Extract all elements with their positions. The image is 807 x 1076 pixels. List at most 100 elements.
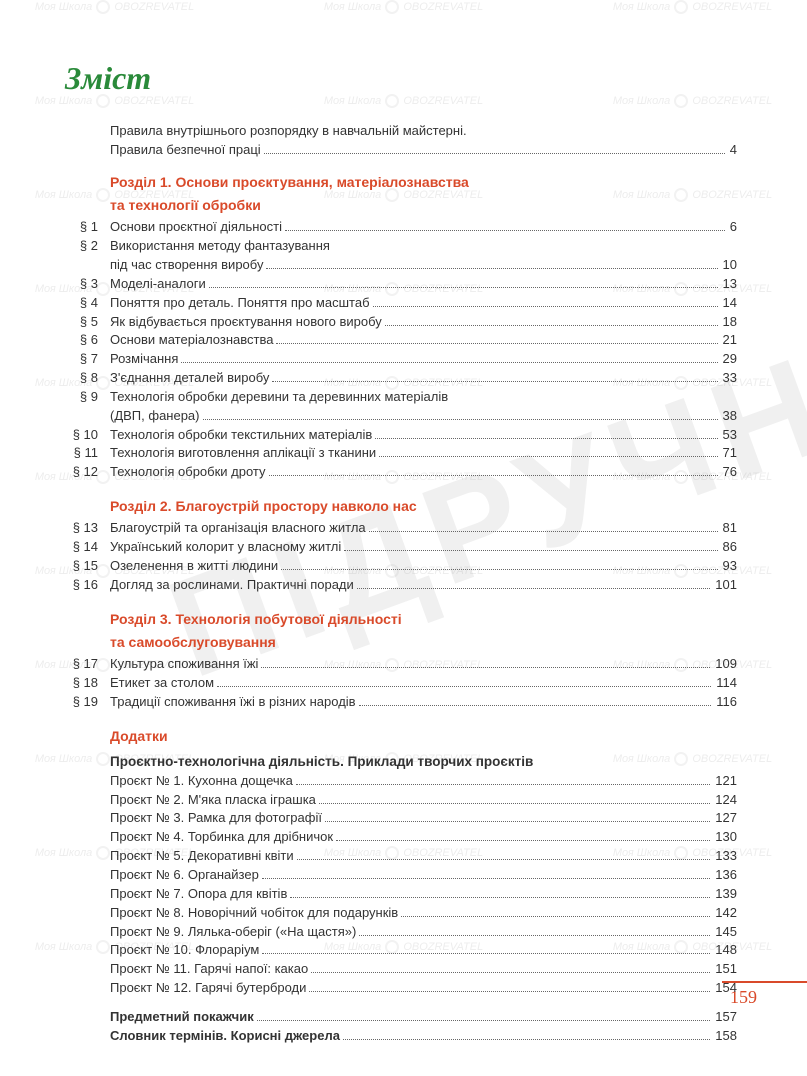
toc-page: 53 (721, 426, 737, 445)
toc-row: Проєкт № 9. Лялька-оберіг («На щастя») 1… (65, 923, 737, 942)
toc-row: Проєкт № 6. Органайзер 136 (65, 866, 737, 885)
section2-title: Розділ 2. Благоустрій простору навколо н… (110, 496, 737, 516)
dots (276, 343, 717, 344)
dots (285, 230, 725, 231)
dots (319, 803, 710, 804)
toc-label: Проєкт № 3. Рамка для фотографії (110, 809, 322, 828)
section3-title-l2: та самообслуговування (110, 632, 737, 652)
intro-block: Правила внутрішнього розпорядку в навчал… (110, 122, 737, 160)
toc-page: 38 (721, 407, 737, 426)
toc-label: Основи проєктної діяльності (110, 218, 282, 237)
toc-page: 86 (721, 538, 737, 557)
appendix-title: Додатки (110, 726, 737, 746)
toc-row: § 17 Культура споживання їжі 109 (65, 655, 737, 674)
paragraph-num: § 12 (65, 463, 110, 482)
section1-title-l1: Розділ 1. Основи проєктування, матеріало… (110, 172, 737, 192)
toc-label: Технологія обробки деревини та деревинни… (110, 388, 448, 407)
toc-label: Благоустрій та організація власного житл… (110, 519, 366, 538)
toc-page: 148 (713, 941, 737, 960)
dots (401, 916, 710, 917)
toc-page: 6 (728, 218, 737, 237)
dots (203, 419, 718, 420)
toc-row: § 14 Український колорит у власному житл… (65, 538, 737, 557)
toc-row: Проєкт № 1. Кухонна дощечка 121 (65, 772, 737, 791)
paragraph-num: § 1 (65, 218, 110, 237)
table-of-contents: Правила внутрішнього розпорядку в навчал… (65, 122, 737, 1046)
footer-row: Словник термінів. Корисні джерела 158 (65, 1027, 737, 1046)
intro-line1: Правила внутрішнього розпорядку в навчал… (110, 122, 737, 141)
dots (257, 1020, 711, 1021)
dots (290, 897, 710, 898)
toc-label: Моделі-аналоги (110, 275, 206, 294)
toc-row-cont: (ДВП, фанера) 38 (65, 407, 737, 426)
toc-page: 114 (714, 674, 737, 693)
toc-page: 29 (721, 350, 737, 369)
toc-row: § 4 Поняття про деталь. Поняття про масш… (65, 294, 737, 313)
toc-label: Проєкт № 9. Лялька-оберіг («На щастя») (110, 923, 356, 942)
dots (217, 686, 711, 687)
toc-page: 13 (721, 275, 737, 294)
dots (343, 1039, 710, 1040)
footer-page: 157 (713, 1008, 737, 1027)
toc-label: Проєкт № 7. Опора для квітів (110, 885, 287, 904)
toc-label: Технологія обробки текстильних матеріалі… (110, 426, 372, 445)
dots (379, 456, 717, 457)
toc-row: Проєкт № 7. Опора для квітів 139 (65, 885, 737, 904)
intro-line2: Правила безпечної праці (110, 141, 261, 160)
toc-row: § 9 Технологія обробки деревини та дерев… (65, 388, 737, 407)
toc-row: § 16 Догляд за рослинами. Практичні пора… (65, 576, 737, 595)
paragraph-num: § 17 (65, 655, 110, 674)
toc-page: 116 (714, 693, 737, 712)
toc-row: Проєкт № 2. М'яка пласка іграшка 124 (65, 791, 737, 810)
toc-page: 136 (713, 866, 737, 885)
toc-page: 10 (721, 256, 737, 275)
toc-page: 154 (713, 979, 737, 998)
toc-row: Проєкт № 5. Декоративні квіти 133 (65, 847, 737, 866)
paragraph-num: § 19 (65, 693, 110, 712)
toc-page: 76 (721, 463, 737, 482)
section3-title-l1: Розділ 3. Технологія побутової діяльност… (110, 609, 737, 629)
paragraph-num: § 6 (65, 331, 110, 350)
toc-label: Проєкт № 1. Кухонна дощечка (110, 772, 293, 791)
dots (266, 268, 717, 269)
dots (375, 438, 717, 439)
dots (181, 362, 717, 363)
toc-row: § 8 З'єднання деталей виробу 33 (65, 369, 737, 388)
toc-page: 151 (713, 960, 737, 979)
paragraph-num: § 3 (65, 275, 110, 294)
toc-row: § 12 Технологія обробки дроту 76 (65, 463, 737, 482)
dots (296, 784, 710, 785)
toc-label: Проєкт № 5. Декоративні квіти (110, 847, 294, 866)
toc-page: 93 (721, 557, 737, 576)
paragraph-num: § 2 (65, 237, 110, 256)
dots (311, 972, 710, 973)
toc-row: § 3 Моделі-аналоги 13 (65, 275, 737, 294)
toc-label: Проєкт № 10. Флораріум (110, 941, 259, 960)
dots (297, 859, 711, 860)
toc-page: 127 (713, 809, 737, 828)
dots (281, 569, 717, 570)
toc-label: Проєкт № 4. Торбинка для дрібничок (110, 828, 333, 847)
dots (209, 287, 718, 288)
toc-page: 133 (713, 847, 737, 866)
toc-row: Проєкт № 12. Гарячі бутерброди 154 (65, 979, 737, 998)
toc-label: Використання методу фантазування (110, 237, 330, 256)
toc-row: § 18 Етикет за столом 114 (65, 674, 737, 693)
toc-label: Технологія виготовлення аплікації з ткан… (110, 444, 376, 463)
dots (373, 306, 718, 307)
toc-row: § 6 Основи матеріалознавства 21 (65, 331, 737, 350)
paragraph-num: § 16 (65, 576, 110, 595)
dots (262, 878, 710, 879)
toc-row: § 7 Розмічання 29 (65, 350, 737, 369)
dots (269, 475, 718, 476)
toc-page: 139 (713, 885, 737, 904)
toc-row: Проєкт № 10. Флораріум 148 (65, 941, 737, 960)
toc-page: 33 (721, 369, 737, 388)
toc-row-cont: під час створення виробу 10 (65, 256, 737, 275)
toc-row: § 1 Основи проєктної діяльності 6 (65, 218, 737, 237)
toc-page: 142 (713, 904, 737, 923)
toc-row: Проєкт № 8. Новорічний чобіток для подар… (65, 904, 737, 923)
dots (262, 953, 710, 954)
toc-row: § 5 Як відбувається проєктування нового … (65, 313, 737, 332)
paragraph-num: § 5 (65, 313, 110, 332)
